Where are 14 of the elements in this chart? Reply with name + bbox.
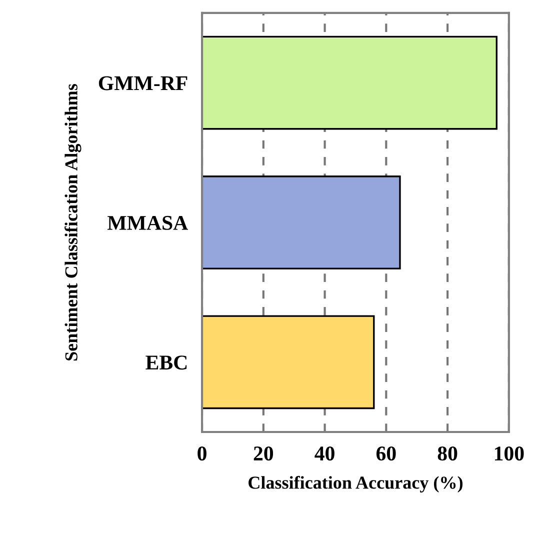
x-tick-label: 100: [494, 446, 524, 461]
x-tick-label: 80: [438, 446, 458, 461]
x-axis-title: Classification Accuracy (%): [248, 476, 462, 492]
y-tick-label: EBC: [146, 356, 187, 370]
bar: [202, 176, 401, 270]
y-axis-title: Sentiment Classification Algorithms: [64, 84, 82, 360]
bar: [202, 36, 498, 130]
y-tick-label: MMASA: [107, 216, 188, 230]
x-tick-label: 20: [254, 446, 274, 461]
x-tick-label: 0: [198, 446, 206, 461]
y-tick-label: GMM-RF: [98, 76, 188, 90]
x-tick-label: 60: [376, 446, 396, 461]
x-tick-label: 40: [314, 446, 334, 461]
bar: [202, 315, 375, 410]
